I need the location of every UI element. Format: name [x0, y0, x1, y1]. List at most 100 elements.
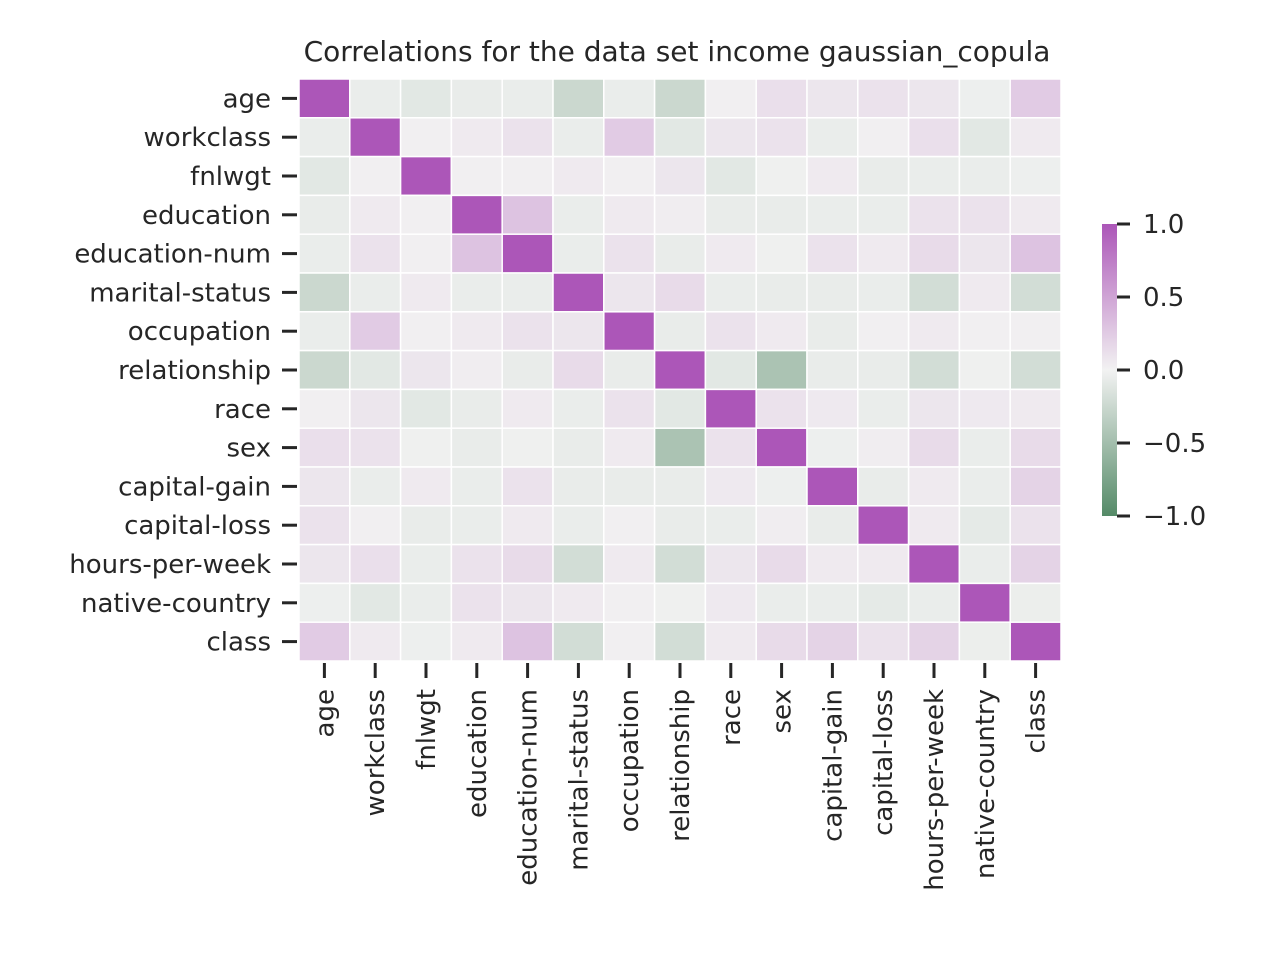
heatmap-cell-education-education-num	[501, 194, 554, 235]
heatmap-cell-capital-gain-race	[704, 466, 757, 507]
x-tick-label-capital-gain: capital-gain	[818, 689, 848, 842]
heatmap-cell-capital-gain-native-country	[958, 466, 1011, 507]
heatmap-cell-native-country-fnlwgt	[399, 582, 453, 623]
heatmap-cell-education-num-hours-per-week	[907, 233, 961, 274]
heatmap-cell-education-marital-status	[552, 194, 605, 235]
heatmap-cell-race-capital-gain	[806, 388, 859, 429]
heatmap-cell-education-num-occupation	[603, 233, 656, 274]
heatmap-cell-capital-loss-sex	[755, 505, 808, 546]
heatmap-cell-age-sex	[755, 78, 808, 119]
heatmap-cell-workclass-capital-loss	[857, 117, 910, 158]
heatmap-cell-fnlwgt-workclass	[349, 155, 402, 197]
y-axis: age workclass fnlwgt education education-num…	[69, 84, 297, 658]
heatmap-cell-age-hours-per-week	[907, 78, 961, 119]
heatmap-cell-relationship-sex	[755, 349, 808, 391]
heatmap-cell-capital-loss-race	[704, 505, 757, 546]
heatmap-cell-marital-status-native-country	[958, 272, 1011, 313]
heatmap-cell-class-education	[450, 621, 503, 662]
heatmap-cell-education-num-sex	[755, 233, 808, 274]
heatmap-cell-hours-per-week-hours-per-week	[907, 543, 961, 585]
heatmap-cell-education-native-country	[958, 194, 1011, 235]
x-tick-label-relationship: relationship	[666, 689, 696, 842]
heatmap-cell-fnlwgt-age	[298, 155, 351, 197]
heatmap-cell-native-country-sex	[755, 582, 808, 623]
colorbar-tick-label-3: −0.5	[1143, 429, 1206, 459]
heatmap-cell-hours-per-week-relationship	[653, 543, 707, 585]
heatmap-cell-sex-capital-loss	[857, 427, 910, 468]
heatmap-cell-education-age	[298, 194, 351, 235]
heatmap-cell-marital-status-age	[298, 272, 351, 313]
x-tick-label-capital-loss: capital-loss	[869, 689, 899, 836]
heatmap-cell-fnlwgt-relationship	[653, 155, 707, 197]
heatmap-cell-marital-status-hours-per-week	[907, 272, 961, 313]
heatmap-cell-workclass-capital-gain	[806, 117, 859, 158]
heatmap-cell-relationship-race	[704, 349, 757, 391]
heatmap-cell-race-relationship	[653, 388, 707, 429]
heatmap-cell-marital-status-education	[450, 272, 503, 313]
heatmap-cell-education-capital-gain	[806, 194, 859, 235]
heatmap-cell-fnlwgt-education-num	[501, 155, 554, 197]
heatmap-cell-capital-gain-age	[298, 466, 351, 507]
heatmap-cell-native-country-education-num	[501, 582, 554, 623]
heatmap-cell-education-num-native-country	[958, 233, 1011, 274]
x-tick-label-class: class	[1022, 689, 1052, 754]
heatmap-cell-education-num-age	[298, 233, 351, 274]
heatmap-cell-relationship-education-num	[501, 349, 554, 391]
heatmap-cell-capital-gain-education	[450, 466, 503, 507]
heatmap-cell-relationship-native-country	[958, 349, 1011, 391]
heatmap-cell-occupation-marital-status	[552, 311, 605, 352]
heatmap-cell-occupation-education	[450, 311, 503, 352]
heatmap-cell-occupation-capital-loss	[857, 311, 910, 352]
heatmap-cell-relationship-capital-gain	[806, 349, 859, 391]
heatmap-cell-hours-per-week-workclass	[349, 543, 402, 585]
y-tick-label-education: education	[142, 201, 271, 231]
colorbar-tick-label-2: 0.0	[1143, 356, 1184, 386]
heatmap-cell-class-workclass	[349, 621, 402, 662]
heatmap-cell-fnlwgt-native-country	[958, 155, 1011, 197]
y-tick-label-capital-loss: capital-loss	[124, 511, 271, 541]
heatmap-cell-workclass-workclass	[349, 117, 402, 158]
heatmap-cell-education-race	[704, 194, 757, 235]
heatmap-cell-sex-native-country	[958, 427, 1011, 468]
heatmap-cell-sex-age	[298, 427, 351, 468]
heatmap-cell-occupation-hours-per-week	[907, 311, 961, 352]
heatmap-cell-hours-per-week-fnlwgt	[399, 543, 453, 585]
heatmap-cell-relationship-hours-per-week	[907, 349, 961, 391]
heatmap-cell-education-sex	[755, 194, 808, 235]
heatmap-cell-capital-gain-fnlwgt	[399, 466, 453, 507]
heatmap-cell-native-country-hours-per-week	[907, 582, 961, 623]
heatmap-cell-occupation-native-country	[958, 311, 1011, 352]
heatmap-cell-capital-loss-native-country	[958, 505, 1011, 546]
y-tick-label-workclass: workclass	[144, 123, 271, 153]
heatmap-cell-marital-status-race	[704, 272, 757, 313]
heatmap-cell-education-workclass	[349, 194, 402, 235]
heatmap-cell-fnlwgt-hours-per-week	[907, 155, 961, 197]
heatmap-cell-native-country-workclass	[349, 582, 402, 623]
heatmap-cell-age-education	[450, 78, 503, 119]
heatmap-cell-capital-gain-sex	[755, 466, 808, 507]
heatmap-cell-sex-class	[1009, 427, 1062, 468]
heatmap-cell-marital-status-occupation	[603, 272, 656, 313]
heatmap-cell-age-fnlwgt	[399, 78, 453, 119]
heatmap-cell-sex-sex	[755, 427, 808, 468]
heatmap-cell-relationship-relationship	[653, 349, 707, 391]
y-tick-label-fnlwgt: fnlwgt	[190, 162, 271, 192]
heatmap-cell-hours-per-week-capital-gain	[806, 543, 859, 585]
heatmap-cell-race-age	[298, 388, 351, 429]
heatmap-cell-native-country-relationship	[653, 582, 707, 623]
heatmap-cell-education-num-relationship	[653, 233, 707, 274]
heatmap-cell-native-country-native-country	[958, 582, 1011, 623]
heatmap-cell-marital-status-education-num	[501, 272, 554, 313]
heatmap-cell-race-workclass	[349, 388, 402, 429]
heatmap-cell-marital-status-capital-loss	[857, 272, 910, 313]
heatmap-cell-capital-loss-class	[1009, 505, 1062, 546]
heatmap-cell-sex-education	[450, 427, 503, 468]
colorbar-tick-label-0: 1.0	[1143, 210, 1184, 240]
x-tick-label-marital-status: marital-status	[564, 689, 594, 871]
heatmap-cell-age-race	[704, 78, 757, 119]
heatmap-cells	[298, 78, 1062, 662]
colorbar-gradient	[1102, 224, 1117, 516]
heatmap-cell-age-occupation	[603, 78, 656, 119]
heatmap-cell-occupation-occupation	[603, 311, 656, 352]
